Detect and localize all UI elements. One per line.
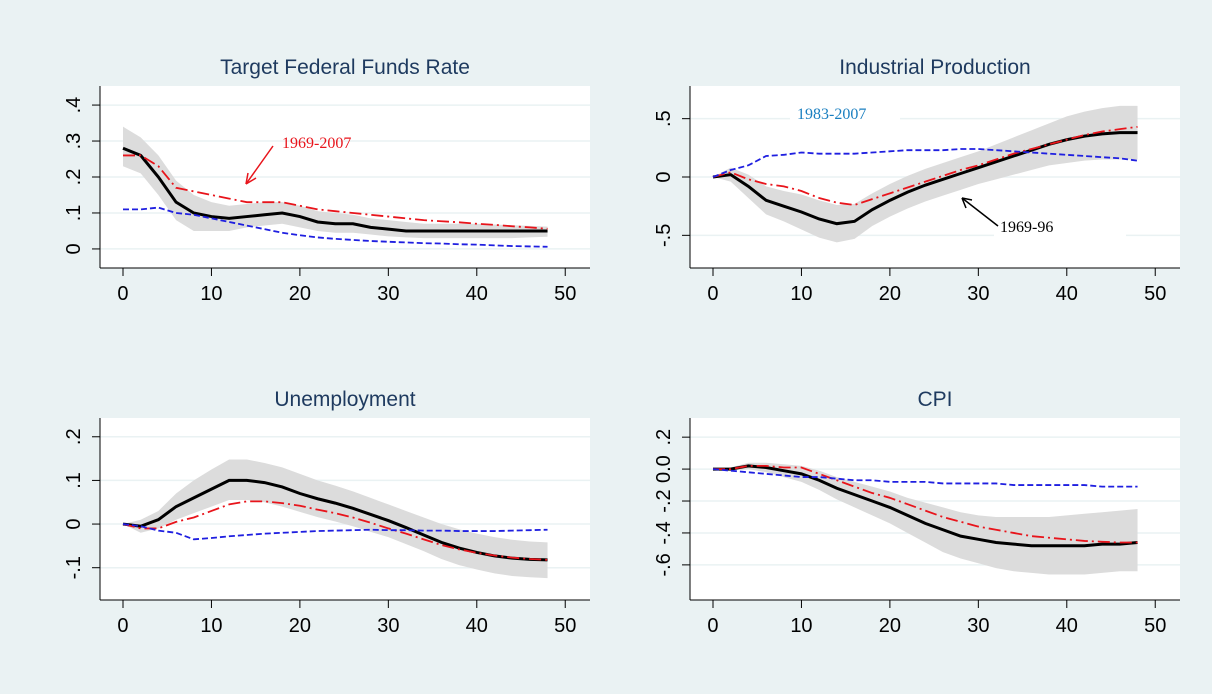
series-line [712,464,1138,544]
series-line [712,125,1138,206]
x-tick-label: 20 [289,615,311,637]
panel: Unemployment -.1 0 .1 .2 0 10 20 30 40 50 [63,388,590,637]
x-tick-label: 40 [466,615,488,637]
x-tick-label: 0 [117,283,128,305]
panel-title: Unemployment [274,388,415,411]
x-tick-label: 50 [554,283,576,305]
panel: Industrial Production -.5 0 .5 0 10 20 30 40 50 [653,56,1180,305]
annotation-box [994,214,1126,240]
plot-marks [712,105,1138,243]
x-tick-label: 50 [554,615,576,637]
x-tick-label: 10 [790,283,812,305]
series-line [122,154,548,230]
panel: CPI -.6 -.4 -.2 0.0 .2 0 10 20 30 40 50 [653,388,1180,637]
y-tick-label: -.4 [653,521,675,544]
y-tick-label: -.5 [653,224,675,247]
annotation: 1983-2007 [797,106,866,123]
panel-title: CPI [917,388,952,411]
arrow-head [961,197,973,209]
y-tick-label: -.1 [63,556,85,579]
series-line [122,478,548,562]
x-tick-label: 0 [707,615,718,637]
y-tick-label: 0.0 [653,455,675,483]
x-tick-label: 10 [200,615,222,637]
arrow [245,145,274,185]
panel-title: Target Federal Funds Rate [220,56,470,79]
series-line [122,523,548,541]
confidence-band [122,459,548,579]
x-tick-label: 20 [879,615,901,637]
y-tick-label: 0 [63,243,85,254]
x-tick-label: 10 [790,615,812,637]
x-tick-label: 50 [1144,283,1166,305]
x-tick-label: 0 [117,615,128,637]
arrow [961,197,999,227]
x-tick-label: 50 [1144,615,1166,637]
y-tick-label: 0 [653,171,675,182]
plot-marks [122,126,548,248]
y-tick-label: .1 [63,472,85,489]
y-tick-label: .5 [653,110,675,127]
annotation-box [790,100,900,126]
x-tick-label: 40 [466,283,488,305]
series-line [712,148,1138,178]
annotations: 1969-2007 1983-2007 1969-96 [245,100,1126,240]
x-tick-label: 10 [200,283,222,305]
plot-marks [712,462,1138,575]
y-tick-label: .1 [63,205,85,222]
series-line [122,500,548,561]
annotation: 1969-96 [1000,219,1053,236]
x-tick-label: 40 [1056,283,1078,305]
x-tick-label: 20 [879,283,901,305]
panel-title: Industrial Production [839,56,1030,79]
series-line [712,464,1138,548]
y-tick-label: .2 [653,429,675,446]
series-line [712,468,1138,488]
plots: Target Federal Funds Rate 0 .1 .2 .3 .4 0 10 20 3… [63,56,1180,637]
series-line [122,146,548,233]
x-tick-label: 40 [1056,615,1078,637]
x-tick-label: 30 [967,615,989,637]
y-tick-label: -.2 [653,489,675,512]
panel: Target Federal Funds Rate 0 .1 .2 .3 .4 0 10 20 3… [63,56,590,305]
y-tick-label: .2 [63,169,85,186]
confidence-band [122,126,548,239]
plot-marks [122,459,548,579]
annotation: 1969-2007 [282,135,351,152]
arrow-head [245,172,257,185]
y-tick-label: 0 [63,518,85,529]
y-tick-label: -.6 [653,553,675,576]
x-tick-label: 0 [707,283,718,305]
x-tick-label: 20 [289,283,311,305]
confidence-band [712,105,1138,243]
x-tick-label: 30 [377,615,399,637]
y-tick-label: .3 [63,133,85,150]
x-tick-label: 30 [967,283,989,305]
x-tick-label: 30 [377,283,399,305]
y-tick-label: .4 [63,97,85,114]
y-tick-label: .2 [63,428,85,445]
